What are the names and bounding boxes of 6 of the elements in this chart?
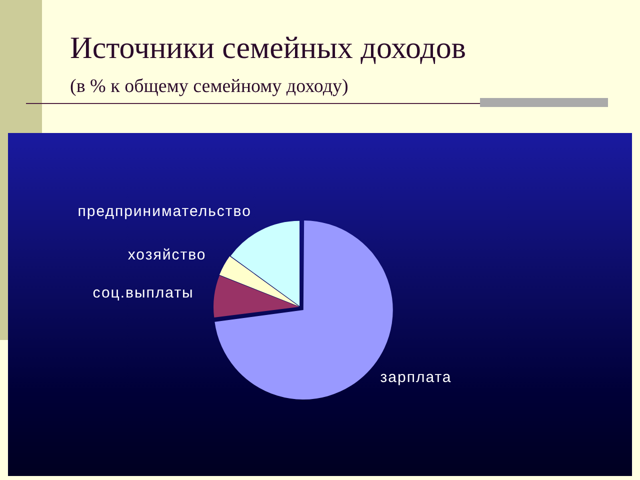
chart-title: Источники семейных доходов	[70, 30, 466, 66]
slice-label: предпринимательство	[78, 202, 252, 220]
slice-label: соц.выплаты	[92, 284, 194, 302]
slice-label: хозяйство	[128, 246, 206, 264]
chart-subtitle: (в % к общему семейному доходу)	[70, 76, 348, 98]
slice-label: зарплата	[380, 368, 452, 386]
